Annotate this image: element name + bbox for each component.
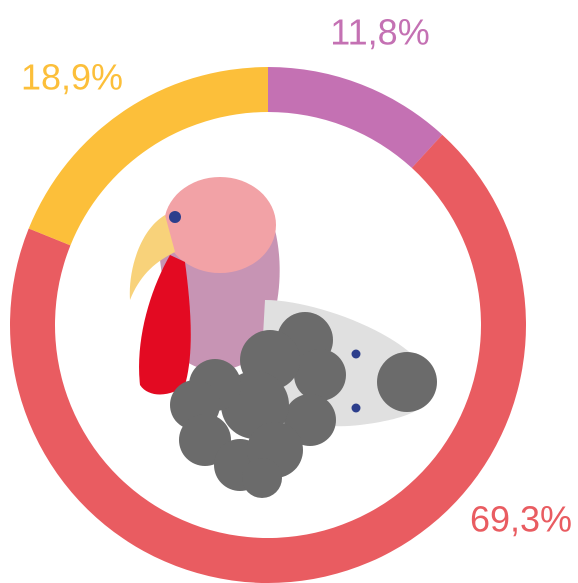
value-label: 18,9% [21, 57, 123, 98]
turkey-eye [169, 211, 181, 223]
value-label: 69,3% [470, 499, 572, 540]
illustration [130, 177, 437, 498]
donut-segment [268, 67, 442, 168]
chart: 11,8% 69,3% 18,9% [0, 0, 578, 583]
sheep-nose [377, 352, 437, 412]
sheep-eye [352, 404, 361, 413]
turkey-wattle [139, 255, 191, 394]
sheep-eye [352, 350, 361, 359]
turkey-head [164, 177, 276, 273]
value-label: 11,8% [330, 12, 429, 53]
